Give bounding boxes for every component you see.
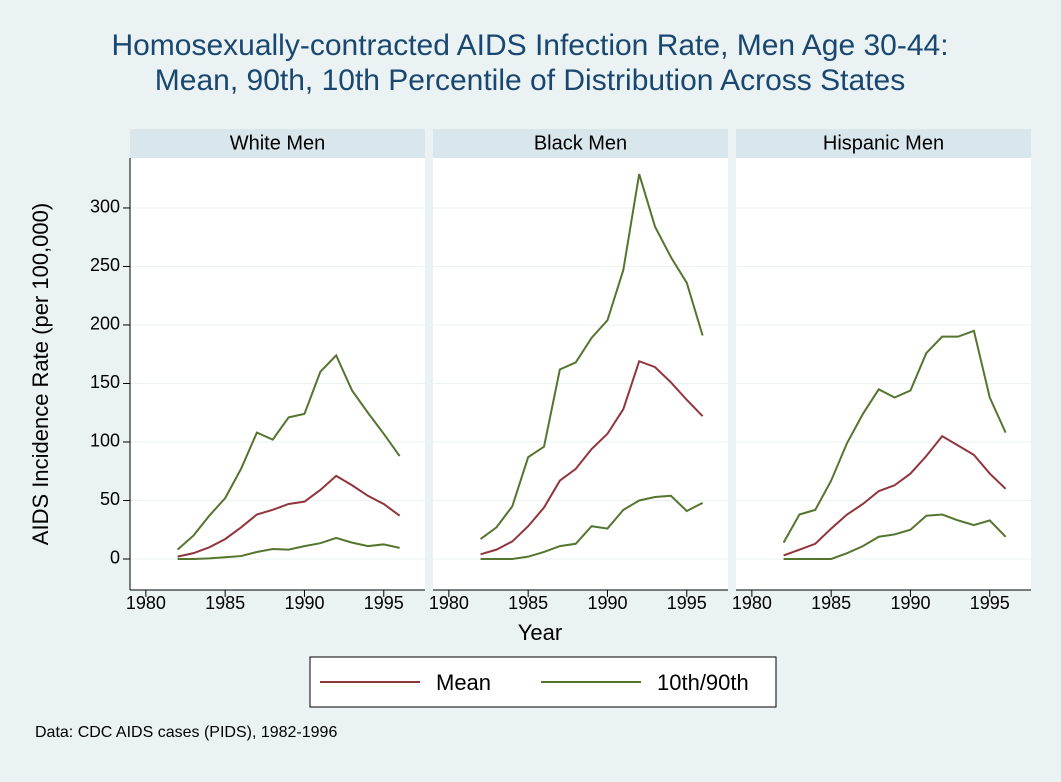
panel-title: Black Men <box>534 132 627 154</box>
x-tick-label: 1980 <box>126 593 166 613</box>
series-line <box>783 434 1007 557</box>
x-tick-label: 1990 <box>284 593 324 613</box>
panel-title: Hispanic Men <box>823 132 944 154</box>
x-tick-label: 1985 <box>205 593 245 613</box>
y-axis-label: AIDS Incidence Rate (per 100,000) <box>28 203 53 545</box>
x-axis-label: Year <box>518 620 562 645</box>
y-tick-label: 200 <box>90 314 120 334</box>
x-tick-label: 1990 <box>587 593 627 613</box>
chart-title: Homosexually-contracted AIDS Infection R… <box>111 29 948 62</box>
y-tick-label: 50 <box>100 489 120 509</box>
panel-header <box>736 129 1031 158</box>
y-tick-label: 0 <box>110 548 120 568</box>
series-line <box>782 329 1007 544</box>
x-tick-label: 1995 <box>970 593 1010 613</box>
x-tick-label: 1995 <box>667 593 707 613</box>
series-line <box>176 353 401 551</box>
plot-area <box>736 158 1031 590</box>
panel-title: White Men <box>230 132 326 154</box>
series-line <box>783 513 1007 560</box>
legend-label: 10th/90th <box>657 670 749 695</box>
note: Data: CDC AIDS cases (PIDS), 1982-1996 <box>35 724 337 741</box>
x-tick-label: 1995 <box>364 593 404 613</box>
x-tick-label: 1985 <box>508 593 548 613</box>
series-line <box>480 359 704 556</box>
panel-header <box>433 129 728 158</box>
x-tick-label: 1990 <box>890 593 930 613</box>
y-tick-label: 250 <box>90 255 120 275</box>
y-tick-label: 300 <box>90 197 120 217</box>
y-tick-label: 150 <box>90 372 120 392</box>
y-tick-label: 100 <box>90 431 120 451</box>
panel-header <box>130 129 425 158</box>
legend-label: Mean <box>436 670 491 695</box>
series-line <box>479 173 704 540</box>
x-tick-label: 1985 <box>811 593 851 613</box>
series-line <box>480 494 704 560</box>
chart-title: Mean, 90th, 10th Percentile of Distribut… <box>155 64 905 97</box>
plot-area <box>433 158 728 590</box>
plot-area <box>130 158 425 590</box>
x-tick-label: 1980 <box>429 593 469 613</box>
series-line <box>177 474 401 558</box>
x-tick-label: 1980 <box>732 593 772 613</box>
series-line <box>177 536 400 560</box>
